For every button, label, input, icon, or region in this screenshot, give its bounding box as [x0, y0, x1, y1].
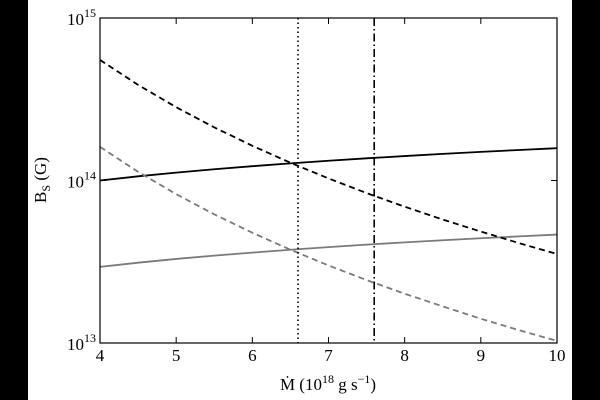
y-tick-base: 10 — [67, 173, 84, 192]
x-tick-label: 5 — [172, 346, 181, 365]
y-tick-label: 1015 — [67, 6, 96, 29]
data-line — [99, 147, 558, 182]
y-tick-label: 1014 — [67, 169, 96, 192]
y-tick-base: 10 — [67, 10, 84, 29]
x-label-part: g s — [334, 375, 358, 394]
x-label-part: ) — [370, 375, 376, 394]
x-tick-label: 6 — [248, 346, 257, 365]
y-tick-base: 10 — [67, 335, 84, 354]
x-tick-label: 7 — [324, 346, 333, 365]
x-tick-label: 8 — [400, 346, 409, 365]
x-label-sup: −1 — [358, 372, 371, 386]
plot-frame — [99, 17, 558, 344]
y-axis-label: BS (G) — [31, 157, 53, 203]
data-line — [99, 233, 558, 268]
x-tick-label: 10 — [549, 346, 566, 365]
x-label-sup: 18 — [322, 372, 334, 386]
x-label-part: Ṁ (10 — [280, 375, 322, 394]
y-label-sub: S — [39, 185, 53, 192]
y-label-part: B — [31, 192, 50, 203]
y-label-part: (G) — [31, 157, 50, 185]
x-tick-label: 9 — [477, 346, 486, 365]
y-tick-exp: 14 — [84, 169, 96, 183]
y-tick-exp: 13 — [84, 331, 96, 345]
canvas — [28, 0, 572, 400]
x-tick-label: 4 — [96, 346, 105, 365]
y-tick-label: 1013 — [67, 331, 96, 354]
x-axis-label: Ṁ (1018 g s−1) — [280, 372, 376, 394]
y-tick-exp: 15 — [84, 6, 96, 20]
